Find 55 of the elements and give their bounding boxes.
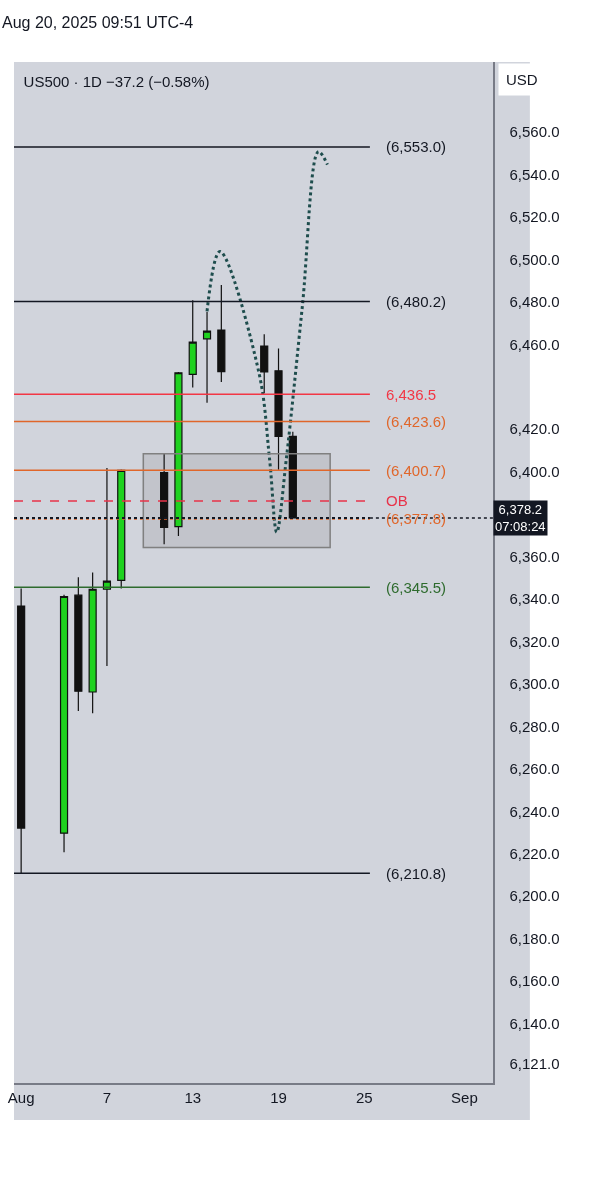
ref-line-label: (6,345.5) <box>386 579 447 596</box>
ref-line-label: OB <box>386 492 408 509</box>
y-tick-label: 6,160.0 <box>509 972 560 990</box>
ref-line-label: (6,423.6) <box>386 413 447 430</box>
candlestick <box>288 431 297 519</box>
y-tick-label: 6,140.0 <box>509 1014 560 1032</box>
y-tick-label: 6,260.0 <box>509 760 560 778</box>
y-tick-label: 6,240.0 <box>509 802 560 820</box>
y-tick-label: 6,180.0 <box>509 929 560 947</box>
candlestick <box>217 284 226 383</box>
candlestick <box>102 467 112 667</box>
ref-line-label: (6,400.7) <box>386 462 447 479</box>
x-tick-label: 7 <box>102 1088 112 1106</box>
y-tick-label: 6,300.0 <box>509 675 560 693</box>
candlestick <box>260 333 269 394</box>
y-tick-label: 6,540.0 <box>509 165 560 183</box>
candlestick <box>174 371 183 537</box>
candlestick <box>160 453 169 545</box>
y-tick-label: 6,460.0 <box>509 335 560 353</box>
y-tick-label: 6,121.0 <box>509 1055 560 1073</box>
candlestick <box>17 587 26 874</box>
text: USD <box>506 71 538 88</box>
y-tick-label: 6,360.0 <box>509 547 560 565</box>
ref-line-label: (6,210.8) <box>386 865 447 882</box>
y-tick-label: 6,400.0 <box>509 462 560 480</box>
y-tick-label: 6,340.0 <box>509 590 560 608</box>
candlestick <box>188 299 197 389</box>
x-tick-label: 25 <box>355 1088 373 1106</box>
ref-line-label: (6,480.2) <box>386 293 447 310</box>
ref-line-label: 6,378.2 07:08:24 <box>495 502 546 534</box>
text: Aug 20, 2025 09:51 UTC-4 <box>2 14 194 31</box>
line-series <box>205 150 329 534</box>
candlestick <box>59 594 69 853</box>
y-tick-label: 6,320.0 <box>509 632 560 650</box>
candlestick <box>88 571 97 714</box>
ref-line-label: 6,436.5 <box>386 386 437 403</box>
ref-line-label: (6,553.0) <box>386 138 447 155</box>
y-tick-label: 6,500.0 <box>509 250 560 268</box>
y-tick-label: 6,200.0 <box>509 887 560 905</box>
x-tick-label: 13 <box>184 1088 202 1106</box>
candlestick <box>202 311 212 404</box>
candlestick <box>74 576 83 712</box>
candlestick <box>117 468 126 590</box>
y-tick-label: 6,420.0 <box>509 420 560 438</box>
y-tick-label: 6,480.0 <box>509 293 560 311</box>
x-tick-label: Aug <box>7 1088 35 1106</box>
y-tick-label: 6,220.0 <box>509 845 560 862</box>
x-tick-label: 19 <box>270 1088 287 1106</box>
ref-line-label: (6,377.8) <box>386 510 447 527</box>
x-tick-label: Sep <box>451 1088 478 1106</box>
y-tick-label: 6,280.0 <box>509 717 560 735</box>
y-tick-label: 6,560.0 <box>509 123 560 141</box>
text: US500 · 1D −37.2 (−0.58%) <box>23 73 210 91</box>
y-tick-label: 6,520.0 <box>509 208 560 226</box>
candlestick <box>274 347 283 471</box>
